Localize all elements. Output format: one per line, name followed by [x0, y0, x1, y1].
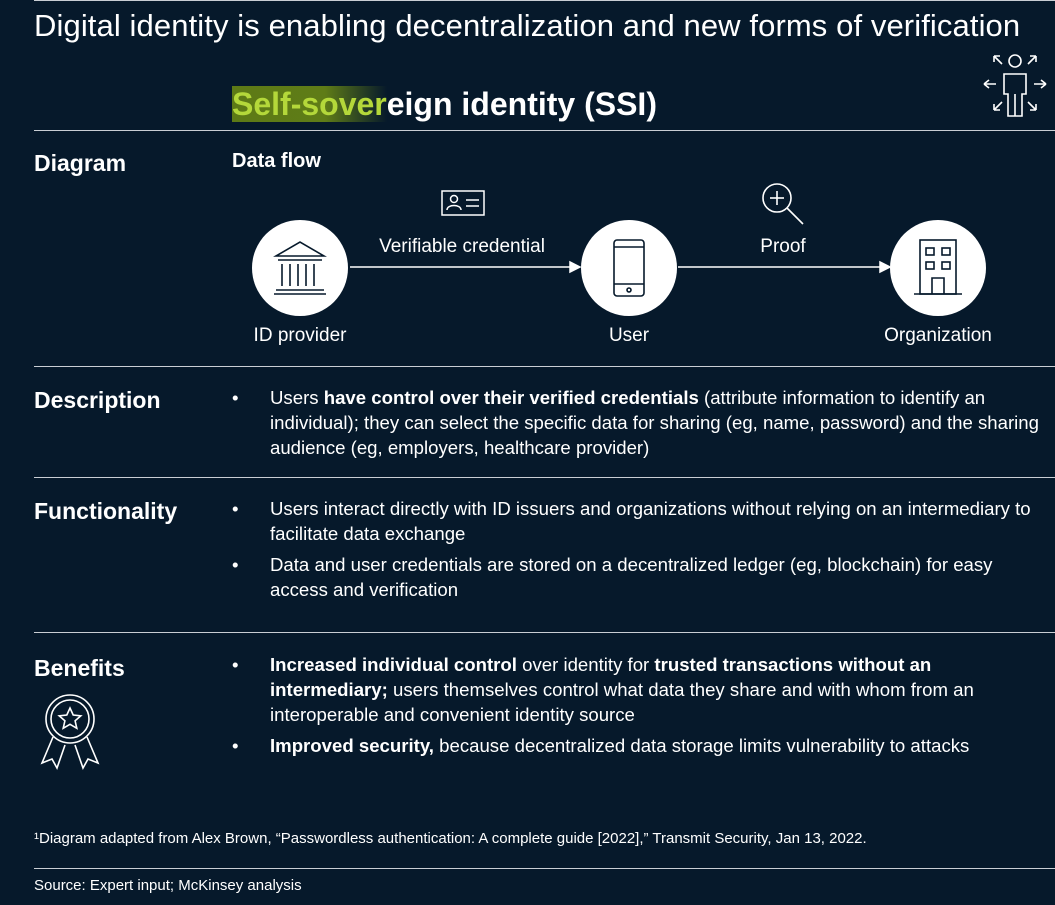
- smartphone-icon: [613, 239, 645, 297]
- bank-building-icon: [273, 241, 327, 295]
- node-user: [581, 220, 677, 316]
- arrow-credential-head: [569, 260, 582, 274]
- description-list: • Users have control over their verified …: [232, 385, 1049, 466]
- list-item: • Data and user credentials are stored on…: [232, 554, 993, 600]
- divider: [34, 868, 1055, 869]
- office-building-icon: [914, 239, 962, 295]
- magnifier-plus-icon: [762, 183, 804, 225]
- benefits-list: • Increased individual control over ident…: [232, 652, 1049, 764]
- divider: [34, 130, 1055, 131]
- node-organization: [890, 220, 986, 316]
- bullet-glyph: •: [232, 554, 239, 575]
- person-radiating-icon: [983, 54, 1047, 117]
- diagram-heading: Diagram: [34, 150, 127, 176]
- node-label-id-provider: ID provider: [253, 325, 347, 346]
- divider: [34, 477, 1055, 478]
- list-item: • Users have control over their verified …: [232, 387, 1039, 458]
- benefits-heading: Benefits: [34, 655, 125, 681]
- flow-heading: Data flow: [232, 150, 321, 172]
- section-title: Self-sovereign identity (SSI): [232, 86, 657, 123]
- source-note: Source: Expert input; McKinsey analysis: [34, 877, 302, 894]
- divider: [34, 632, 1055, 633]
- bullet-glyph: •: [232, 735, 239, 756]
- edge-label-proof: Proof: [760, 236, 806, 257]
- bullet-glyph: •: [232, 387, 239, 408]
- footnote: ¹Diagram adapted from Alex Brown, “Passw…: [34, 830, 867, 847]
- description-heading: Description: [34, 387, 161, 413]
- section-title-rest: eign identity (SSI): [386, 86, 657, 122]
- top-divider: [34, 0, 1055, 1]
- list-item: • Users interact directly with ID issuers…: [232, 498, 1031, 544]
- bullet-glyph: •: [232, 654, 239, 675]
- bullet-glyph: •: [232, 498, 239, 519]
- id-card-icon: [441, 190, 485, 216]
- arrow-proof-head: [879, 260, 892, 274]
- award-badge-icon: [40, 694, 100, 770]
- edge-label-credential: Verifiable credential: [379, 236, 545, 257]
- node-label-organization: Organization: [884, 325, 992, 346]
- section-title-highlight: Self-sover: [232, 86, 387, 122]
- divider: [34, 366, 1055, 367]
- list-item: • Improved security, because decentralize…: [232, 735, 970, 756]
- functionality-heading: Functionality: [34, 498, 178, 524]
- functionality-list: • Users interact directly with ID issuers…: [232, 496, 1049, 608]
- page-title: Digital identity is enabling decentraliz…: [34, 8, 1021, 43]
- list-item: • Increased individual control over ident…: [232, 654, 974, 725]
- node-id-provider: [252, 220, 348, 316]
- node-label-user: User: [608, 325, 650, 346]
